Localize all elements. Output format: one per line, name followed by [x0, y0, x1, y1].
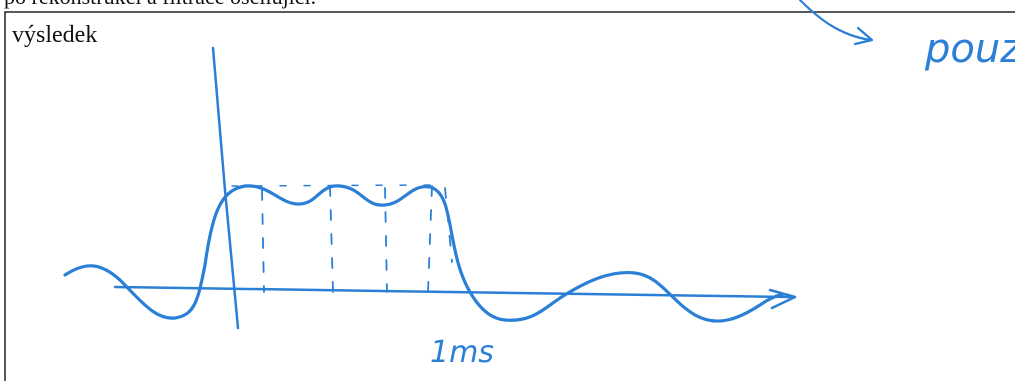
x-axis: [115, 287, 790, 297]
page: po rekonstrukci a filtrace oscilující. v…: [0, 0, 1015, 381]
time-annotation: 1ms: [430, 335, 494, 370]
signal-curve: [65, 186, 782, 321]
result-box: [5, 12, 1015, 381]
top-line: po rekonstrukci a filtrace oscilující.: [4, 0, 316, 9]
pointer-arrow: [800, 0, 870, 40]
box-label: výsledek: [12, 22, 97, 48]
pointer-head: [855, 28, 872, 44]
axis-arrow: [770, 290, 795, 308]
document: po rekonstrukci a filtrace oscilující. v…: [0, 0, 1015, 381]
margin-note: pouz: [924, 26, 1015, 72]
